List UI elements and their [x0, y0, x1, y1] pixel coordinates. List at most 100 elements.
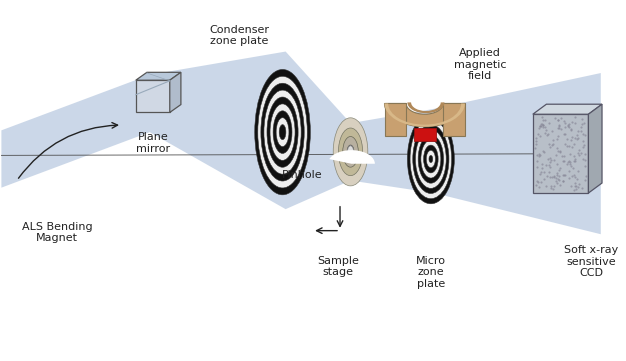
Point	[577, 116, 587, 122]
Point	[570, 120, 580, 126]
Point	[567, 135, 577, 140]
Point	[536, 179, 546, 185]
Point	[574, 147, 584, 153]
Point	[578, 156, 588, 162]
Point	[541, 132, 552, 138]
Point	[581, 173, 591, 179]
Ellipse shape	[413, 125, 449, 193]
Point	[552, 152, 562, 158]
Point	[569, 171, 579, 177]
Point	[532, 164, 542, 170]
Text: Micro
zone
plate: Micro zone plate	[416, 256, 446, 289]
Point	[572, 176, 582, 182]
Point	[538, 124, 548, 130]
Ellipse shape	[273, 111, 292, 153]
Point	[538, 148, 548, 154]
Point	[534, 184, 544, 190]
Ellipse shape	[279, 125, 286, 140]
Ellipse shape	[349, 149, 352, 155]
Point	[558, 118, 568, 124]
Point	[574, 181, 584, 187]
Point	[540, 169, 550, 174]
Point	[572, 136, 582, 142]
Point	[551, 178, 561, 184]
Point	[541, 127, 552, 132]
Point	[552, 171, 562, 177]
Point	[537, 165, 547, 171]
Point	[535, 133, 545, 139]
Point	[546, 185, 556, 191]
Point	[573, 128, 583, 134]
Polygon shape	[414, 128, 436, 142]
Point	[573, 169, 583, 174]
Point	[570, 180, 580, 186]
Polygon shape	[136, 80, 170, 112]
Point	[566, 163, 576, 169]
Point	[555, 148, 565, 154]
Wedge shape	[408, 103, 444, 113]
Point	[566, 127, 576, 132]
Point	[548, 137, 558, 143]
Point	[557, 126, 567, 132]
Point	[564, 168, 574, 174]
Text: Applied
magnetic
field: Applied magnetic field	[454, 48, 506, 81]
Point	[552, 172, 562, 178]
Polygon shape	[170, 72, 181, 112]
Point	[530, 145, 540, 151]
Ellipse shape	[416, 130, 446, 188]
Text: Condenser
zone plate: Condenser zone plate	[209, 25, 269, 46]
Point	[580, 151, 590, 157]
Point	[572, 183, 582, 188]
Point	[570, 186, 580, 192]
Point	[553, 125, 563, 130]
Point	[570, 153, 580, 159]
Point	[536, 123, 546, 129]
Ellipse shape	[408, 114, 454, 204]
Point	[568, 158, 578, 164]
Point	[556, 115, 566, 121]
Wedge shape	[329, 150, 375, 164]
Point	[568, 165, 578, 171]
Ellipse shape	[426, 150, 436, 168]
Point	[565, 175, 575, 181]
Point	[537, 161, 547, 167]
Point	[573, 135, 583, 140]
Point	[535, 171, 545, 177]
Point	[570, 183, 580, 189]
Point	[555, 182, 565, 188]
Point	[569, 141, 579, 147]
Point	[534, 153, 544, 159]
Point	[570, 158, 580, 164]
Point	[531, 141, 541, 147]
Point	[567, 183, 577, 189]
Point	[558, 158, 568, 164]
Point	[573, 150, 583, 156]
Point	[538, 122, 548, 128]
Point	[573, 184, 583, 190]
Point	[554, 177, 564, 183]
Point	[565, 159, 575, 165]
Point	[567, 144, 577, 150]
Point	[559, 172, 569, 178]
Point	[551, 175, 561, 181]
Polygon shape	[533, 104, 602, 114]
Point	[554, 173, 564, 179]
Point	[554, 123, 564, 129]
Point	[547, 174, 557, 179]
Point	[539, 177, 549, 182]
Polygon shape	[136, 72, 181, 80]
Point	[545, 183, 555, 188]
Ellipse shape	[347, 145, 354, 158]
Ellipse shape	[339, 128, 362, 176]
Ellipse shape	[347, 146, 354, 158]
Point	[570, 114, 580, 120]
Point	[564, 121, 574, 127]
Point	[531, 182, 541, 188]
Point	[553, 125, 563, 130]
Point	[580, 163, 590, 169]
Point	[532, 178, 542, 183]
Point	[569, 187, 579, 193]
Point	[540, 130, 550, 136]
Point	[538, 122, 548, 127]
Point	[553, 176, 563, 182]
